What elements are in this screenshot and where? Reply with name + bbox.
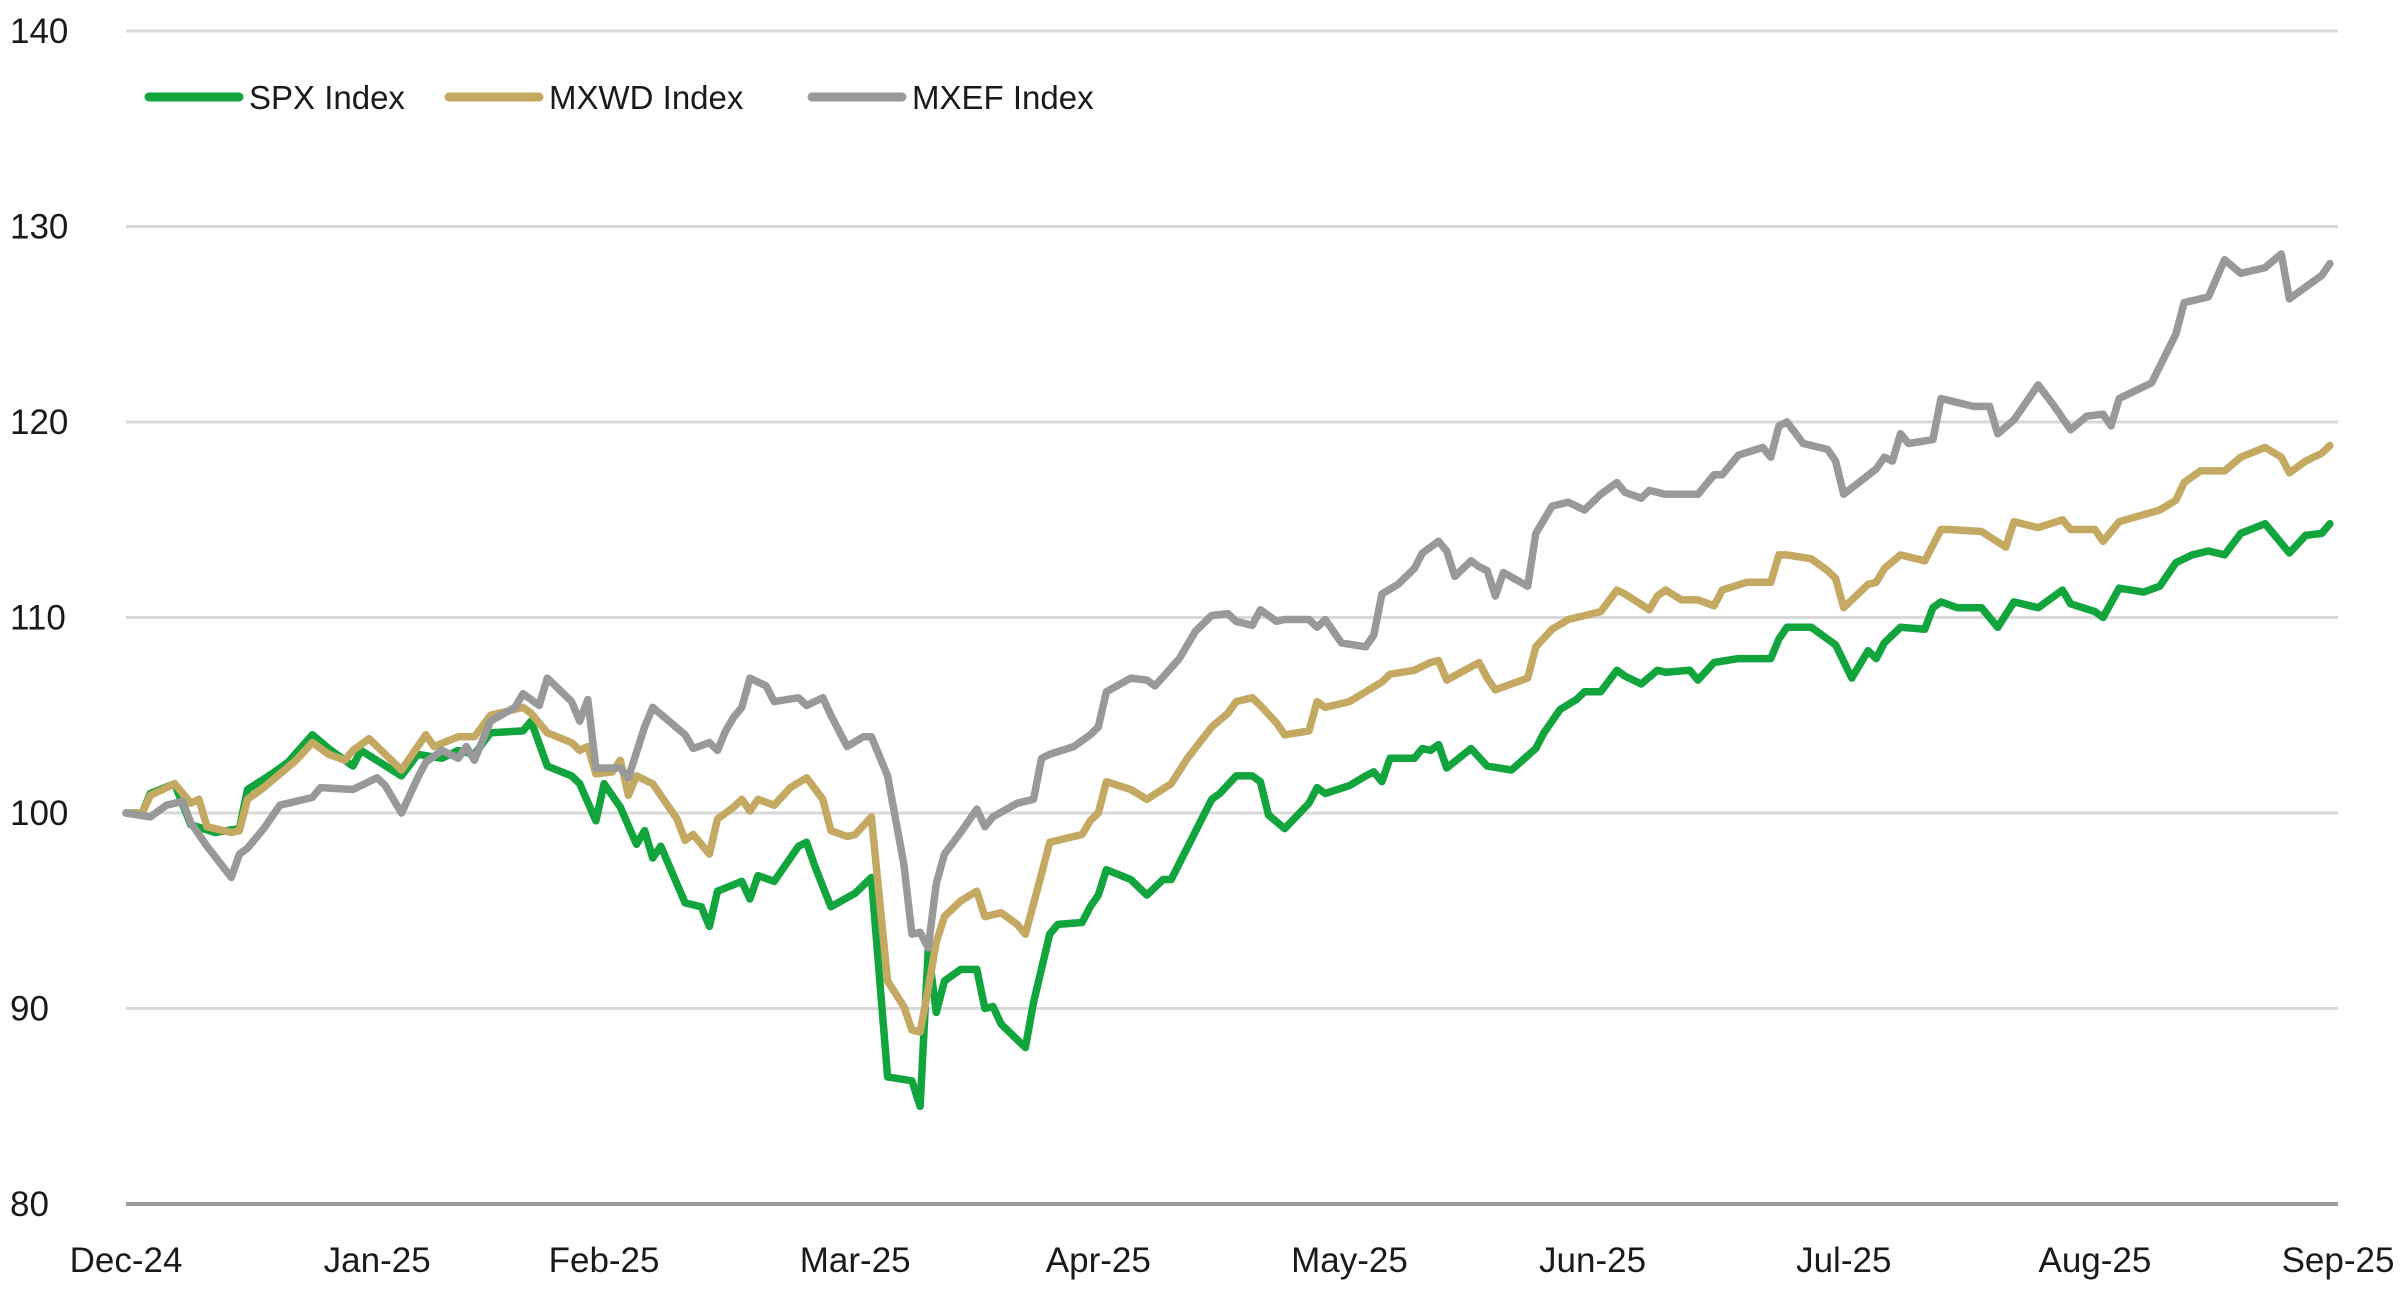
x-tick-label: Jul-25 xyxy=(1796,1241,1891,1280)
y-tick-label: 110 xyxy=(10,599,66,638)
series-line-mxwd-index xyxy=(122,441,2334,1036)
y-tick-label: 120 xyxy=(10,403,68,442)
x-tick-label: May-25 xyxy=(1291,1241,1408,1280)
y-axis-tick-labels: 80 90 100 110 120 130 140 xyxy=(10,12,68,1224)
y-tick-label: 80 xyxy=(10,1185,49,1224)
series-line-spx-index xyxy=(122,519,2334,1111)
legend-label: SPX Index xyxy=(249,79,405,116)
x-tick-label: Apr-25 xyxy=(1046,1241,1151,1280)
legend-label: MXEF Index xyxy=(912,79,1094,116)
y-tick-label: 100 xyxy=(10,794,68,833)
x-tick-label: Jan-25 xyxy=(324,1241,431,1280)
series-line-mxef-index xyxy=(122,250,2334,952)
y-tick-label: 130 xyxy=(10,208,68,247)
gridlines xyxy=(126,29,2338,1206)
x-tick-label: Jun-25 xyxy=(1539,1241,1646,1280)
y-tick-label: 90 xyxy=(10,990,49,1029)
x-tick-label: Feb-25 xyxy=(549,1241,660,1280)
legend: SPX Index MXWD Index MXEF Index xyxy=(144,79,1094,116)
x-tick-label: Mar-25 xyxy=(800,1241,911,1280)
y-tick-label: 140 xyxy=(10,12,68,51)
legend-label: MXWD Index xyxy=(549,79,744,116)
series-lines xyxy=(122,250,2334,1111)
x-tick-label: Aug-25 xyxy=(2038,1241,2151,1280)
x-axis-tick-labels: Dec-24 Jan-25 Feb-25 Mar-25 Apr-25 May-25 Jun-… xyxy=(70,1241,2395,1280)
x-tick-label: Dec-24 xyxy=(70,1241,183,1280)
x-tick-label: Sep-25 xyxy=(2282,1241,2395,1280)
